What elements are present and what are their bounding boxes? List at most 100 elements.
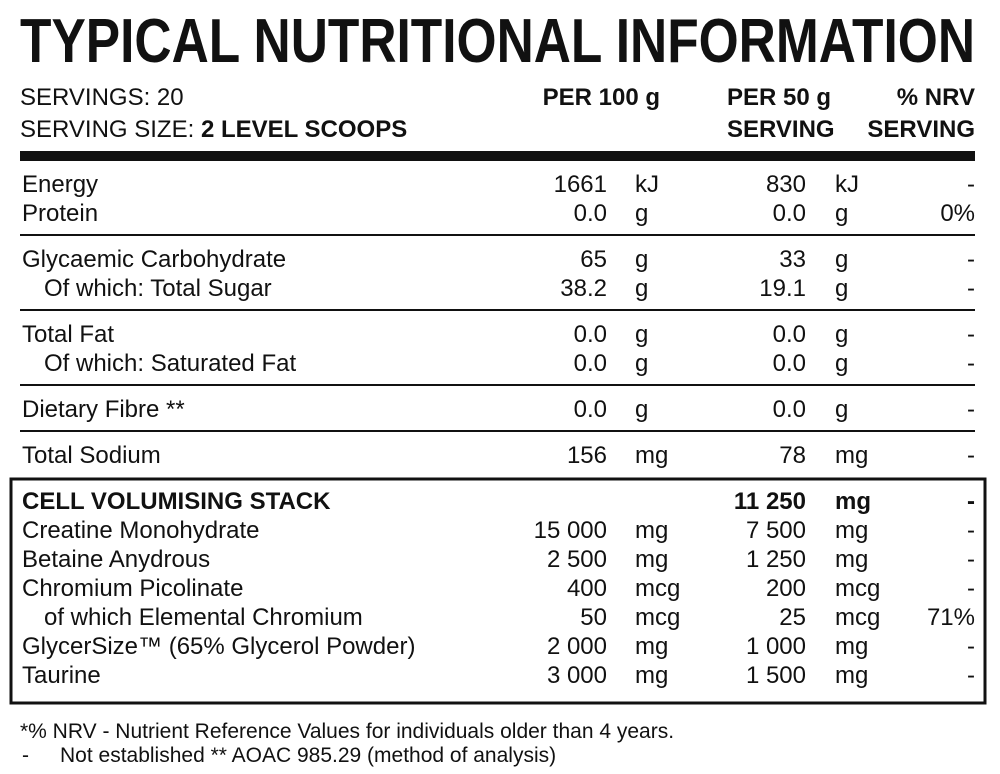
nutrient-name: GlycerSize™ (65% Glycerol Powder): [22, 633, 415, 660]
cell: g: [635, 200, 648, 227]
footnote: Not established ** AOAC 985.29 (method o…: [60, 744, 556, 767]
cell: 0.0: [574, 321, 607, 348]
cell: -: [967, 275, 975, 302]
cell: g: [835, 321, 848, 348]
cell: 0.0: [773, 350, 806, 377]
cell: -: [967, 246, 975, 273]
serving-size-label: SERVING SIZE:: [20, 116, 194, 143]
cell: 33: [779, 246, 806, 273]
column-header: SERVING: [867, 116, 975, 143]
column-header: PER 50 g: [727, 84, 831, 111]
nutrient-name: Total Fat: [22, 321, 114, 348]
column-header: % NRV: [897, 84, 975, 111]
cell: g: [835, 246, 848, 273]
cell: mg: [635, 442, 668, 469]
cell: 50: [580, 604, 607, 631]
cell: kJ: [635, 171, 659, 198]
cell: mg: [835, 633, 868, 660]
cell: mg: [835, 546, 868, 573]
cell: 400: [567, 575, 607, 602]
cell: mg: [835, 488, 871, 515]
cell: g: [835, 275, 848, 302]
cell: 71%: [927, 604, 975, 631]
cell: 38.2: [560, 275, 607, 302]
cell: mcg: [835, 604, 880, 631]
cell: -: [967, 350, 975, 377]
cell: mg: [835, 517, 868, 544]
nutrient-name: CELL VOLUMISING STACK: [22, 488, 331, 515]
cell: 1 000: [746, 633, 806, 660]
cell: 0%: [940, 200, 975, 227]
nutrient-name: of which Elemental Chromium: [44, 604, 363, 631]
column-header: PER 100 g: [543, 84, 660, 111]
cell: -: [967, 546, 975, 573]
cell: -: [967, 442, 975, 469]
nutrient-name: Creatine Monohydrate: [22, 517, 259, 544]
cell: 0.0: [574, 396, 607, 423]
cell: 0.0: [773, 200, 806, 227]
cell: -: [967, 633, 975, 660]
cell: 830: [766, 171, 806, 198]
cell: mg: [835, 442, 868, 469]
cell: mg: [635, 546, 668, 573]
cell: -: [967, 396, 975, 423]
cell: g: [635, 350, 648, 377]
nutrient-name: Dietary Fibre **: [22, 396, 185, 423]
cell: -: [967, 321, 975, 348]
cell: g: [635, 396, 648, 423]
cell: 156: [567, 442, 607, 469]
footnote: *% NRV - Nutrient Reference Values for i…: [20, 720, 674, 743]
cell: 0.0: [574, 350, 607, 377]
cell: 2 500: [547, 546, 607, 573]
cell: 65: [580, 246, 607, 273]
cell: mcg: [635, 575, 680, 602]
cell: 15 000: [534, 517, 607, 544]
servings: SERVINGS: 20: [20, 84, 184, 111]
cell: -: [967, 517, 975, 544]
nutrient-name: Protein: [22, 200, 98, 227]
cell: 0.0: [773, 396, 806, 423]
cell: 1 500: [746, 662, 806, 689]
cell: mg: [635, 633, 668, 660]
cell: g: [635, 321, 648, 348]
cell: g: [635, 246, 648, 273]
nutrient-name: Energy: [22, 171, 98, 198]
nutrient-name: Glycaemic Carbohydrate: [22, 246, 286, 273]
title: TYPICAL NUTRITIONAL INFORMATION: [20, 7, 975, 76]
nutrient-name: Taurine: [22, 662, 101, 689]
cell: 1 250: [746, 546, 806, 573]
cell: mg: [635, 662, 668, 689]
cell: mcg: [635, 604, 680, 631]
cell: mcg: [835, 575, 880, 602]
nutrient-name: Total Sodium: [22, 442, 161, 469]
cell: g: [835, 350, 848, 377]
column-header: SERVING: [727, 116, 835, 143]
cell: 0.0: [574, 200, 607, 227]
cell: g: [635, 275, 648, 302]
cell: -: [967, 171, 975, 198]
cell: 7 500: [746, 517, 806, 544]
cell: 11 250: [734, 488, 806, 515]
cell: -: [967, 575, 975, 602]
nutrient-name: Of which: Saturated Fat: [44, 350, 296, 377]
cell: kJ: [835, 171, 859, 198]
cell: 19.1: [759, 275, 806, 302]
cell: 3 000: [547, 662, 607, 689]
cell: g: [835, 396, 848, 423]
cell: 2 000: [547, 633, 607, 660]
cell: -: [967, 488, 975, 515]
serving-size: SERVING SIZE: 2 LEVEL SCOOPS: [20, 116, 407, 143]
cell: mg: [835, 662, 868, 689]
nutrient-name: Betaine Anydrous: [22, 546, 210, 573]
cell: 78: [779, 442, 806, 469]
cell: 25: [779, 604, 806, 631]
cell: mg: [635, 517, 668, 544]
header-rule: [20, 151, 975, 161]
cell: g: [835, 200, 848, 227]
cell: 1661: [554, 171, 607, 198]
serving-size-value: 2 LEVEL SCOOPS: [201, 116, 407, 143]
footnote: -: [22, 744, 29, 767]
cell: -: [967, 662, 975, 689]
cell: 0.0: [773, 321, 806, 348]
